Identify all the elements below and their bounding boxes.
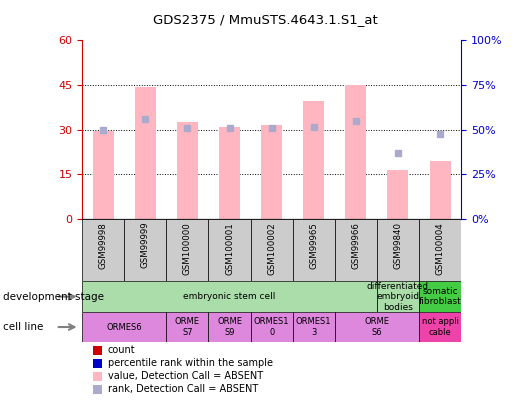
Text: percentile rank within the sample: percentile rank within the sample [108,358,272,368]
Bar [177,122,198,219]
Bar [377,281,419,312]
Text: GSM99966: GSM99966 [351,222,360,269]
Bar [135,87,156,219]
Bar [82,219,124,281]
Bar [82,312,166,342]
Bar [93,131,114,219]
Bar [219,127,240,219]
Bar [346,85,366,219]
Bar [335,312,419,342]
Bar [377,219,419,281]
Bar [208,219,251,281]
Text: ORME
S9: ORME S9 [217,318,242,337]
Text: ORME
S6: ORME S6 [365,318,390,337]
Text: GSM100004: GSM100004 [436,222,445,275]
Text: ORMES1
3: ORMES1 3 [296,318,331,337]
Bar [419,312,461,342]
Bar [251,219,293,281]
Text: rank, Detection Call = ABSENT: rank, Detection Call = ABSENT [108,384,258,394]
Bar [124,219,166,281]
Bar [303,101,324,219]
Bar [429,161,450,219]
Text: ORME
S7: ORME S7 [175,318,200,337]
Text: somatic
fibroblast: somatic fibroblast [419,287,462,306]
Bar [293,312,335,342]
Bar [335,219,377,281]
Text: GSM100001: GSM100001 [225,222,234,275]
Bar [166,219,208,281]
Text: embryonic stem cell: embryonic stem cell [183,292,276,301]
Text: not appli
cable: not appli cable [421,318,458,337]
Text: ORMES6: ORMES6 [107,322,142,332]
Bar [251,312,293,342]
Bar [419,219,461,281]
Text: GSM99999: GSM99999 [141,222,150,269]
Bar [166,312,208,342]
Text: cell line: cell line [3,322,43,332]
Text: differentiated
embryoid
bodies: differentiated embryoid bodies [367,282,429,311]
Bar [261,125,282,219]
Bar [387,170,409,219]
Text: GDS2375 / MmuSTS.4643.1.S1_at: GDS2375 / MmuSTS.4643.1.S1_at [153,13,377,26]
Bar [82,281,377,312]
Text: GSM99840: GSM99840 [393,222,402,269]
Text: ORMES1
0: ORMES1 0 [254,318,289,337]
Bar [208,312,251,342]
Bar [293,219,335,281]
Text: GSM100002: GSM100002 [267,222,276,275]
Text: GSM99998: GSM99998 [99,222,108,269]
Text: GSM100000: GSM100000 [183,222,192,275]
Text: development stage: development stage [3,292,104,302]
Text: count: count [108,345,135,355]
Bar [419,281,461,312]
Text: value, Detection Call = ABSENT: value, Detection Call = ABSENT [108,371,263,381]
Text: GSM99965: GSM99965 [309,222,318,269]
